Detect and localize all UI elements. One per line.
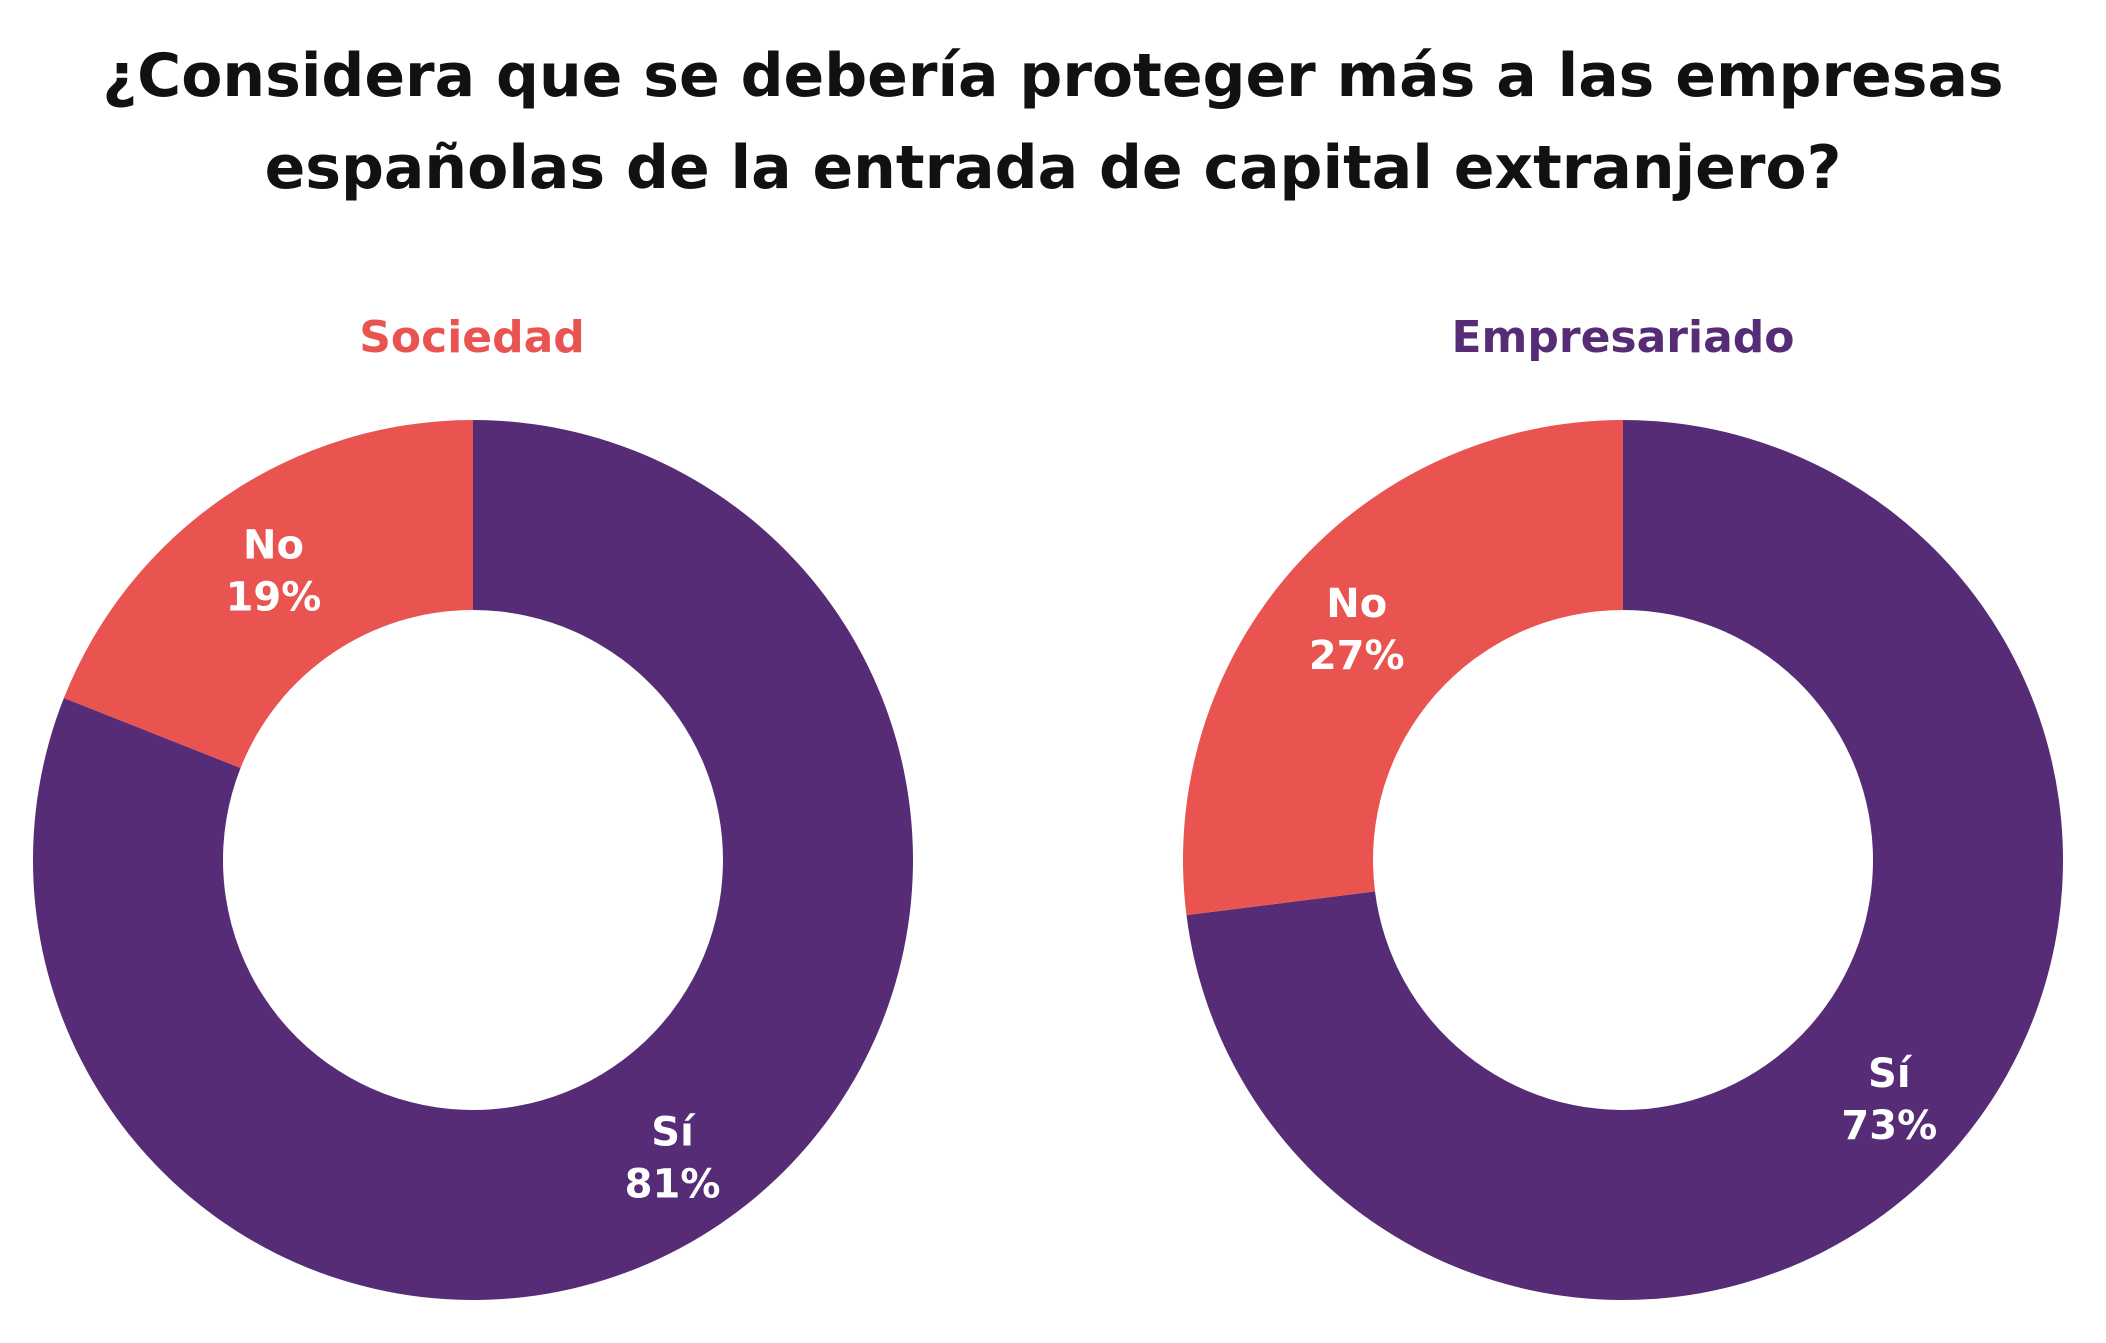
si-slice-name-label: Sí xyxy=(651,1110,696,1156)
no-slice xyxy=(1183,420,1623,916)
si-slice xyxy=(32,420,914,1300)
si-slice-name-label: Sí xyxy=(1868,1051,1913,1097)
si-slice-value-label: 73% xyxy=(1841,1103,1937,1149)
sociedad-chart-title: Sociedad xyxy=(359,312,585,363)
chart-title-line-1: ¿Considera que se debería proteger más a… xyxy=(102,41,2004,111)
chart-title-line-2: españolas de la entrada de capital extra… xyxy=(264,133,1842,203)
si-slice xyxy=(1186,420,2063,1300)
no-slice-value-label: 19% xyxy=(226,574,322,620)
empresariado-chart-title: Empresariado xyxy=(1451,312,1795,363)
chart-title: ¿Considera que se debería proteger más a… xyxy=(0,30,2106,214)
no-slice-value-label: 27% xyxy=(1309,633,1405,679)
no-slice-name-label: No xyxy=(243,522,304,568)
sociedad-donut-chart: Sí 81% No 19% xyxy=(32,420,914,1300)
empresariado-donut-chart: Sí 73% No 27% xyxy=(1183,420,2063,1300)
si-slice-value-label: 81% xyxy=(625,1162,721,1208)
no-slice-name-label: No xyxy=(1326,581,1387,627)
no-slice xyxy=(63,420,473,768)
